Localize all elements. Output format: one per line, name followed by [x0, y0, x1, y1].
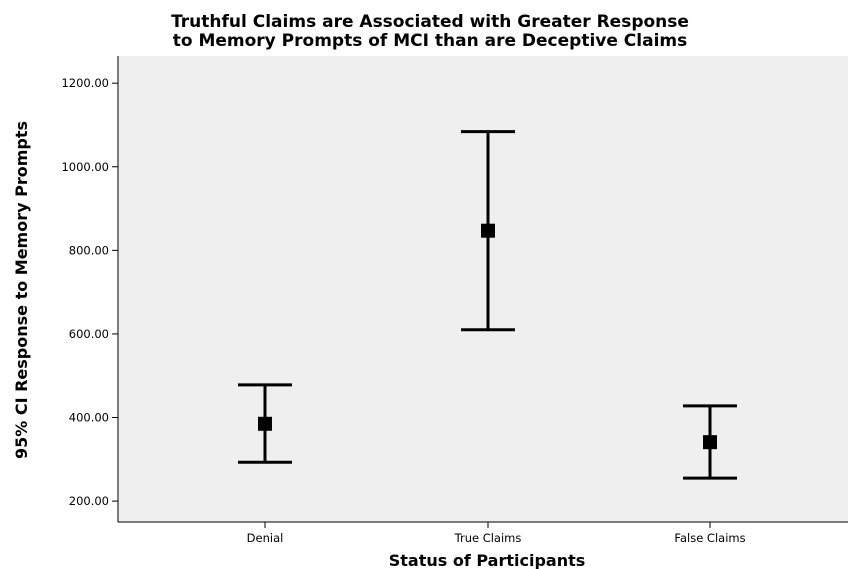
- y-tick-label: 1000.00: [61, 160, 109, 174]
- y-tick-label: 200.00: [69, 494, 109, 508]
- x-tick-label: False Claims: [674, 531, 745, 545]
- x-tick-label: True Claims: [454, 531, 522, 545]
- error-bar-false-claims: [683, 404, 737, 480]
- y-tick-label: 1200.00: [61, 76, 109, 90]
- x-axis-ticks: Denial True Claims False Claims: [247, 522, 746, 545]
- chart-title-line-2: to Memory Prompts of MCI than are Decept…: [173, 31, 688, 51]
- error-bar-denial: [238, 383, 292, 464]
- chart-title-line-1: Truthful Claims are Associated with Grea…: [171, 12, 689, 32]
- plot-area: [118, 56, 848, 522]
- y-axis-title: 95% CI Response to Memory Prompts: [12, 121, 31, 459]
- y-tick-label: 800.00: [69, 243, 109, 257]
- x-tick-label: Denial: [247, 531, 284, 545]
- error-bar-true-claims: [461, 130, 515, 332]
- y-tick-label: 400.00: [69, 411, 109, 425]
- x-axis-title: Status of Participants: [389, 551, 586, 569]
- y-axis-ticks: 200.00 400.00 600.00 800.00 1000.00 1200.00: [61, 76, 118, 508]
- mean-marker: [703, 435, 717, 450]
- error-bars: [238, 130, 737, 480]
- mean-marker: [258, 416, 272, 431]
- mean-marker: [481, 223, 495, 238]
- y-tick-label: 600.00: [69, 327, 109, 341]
